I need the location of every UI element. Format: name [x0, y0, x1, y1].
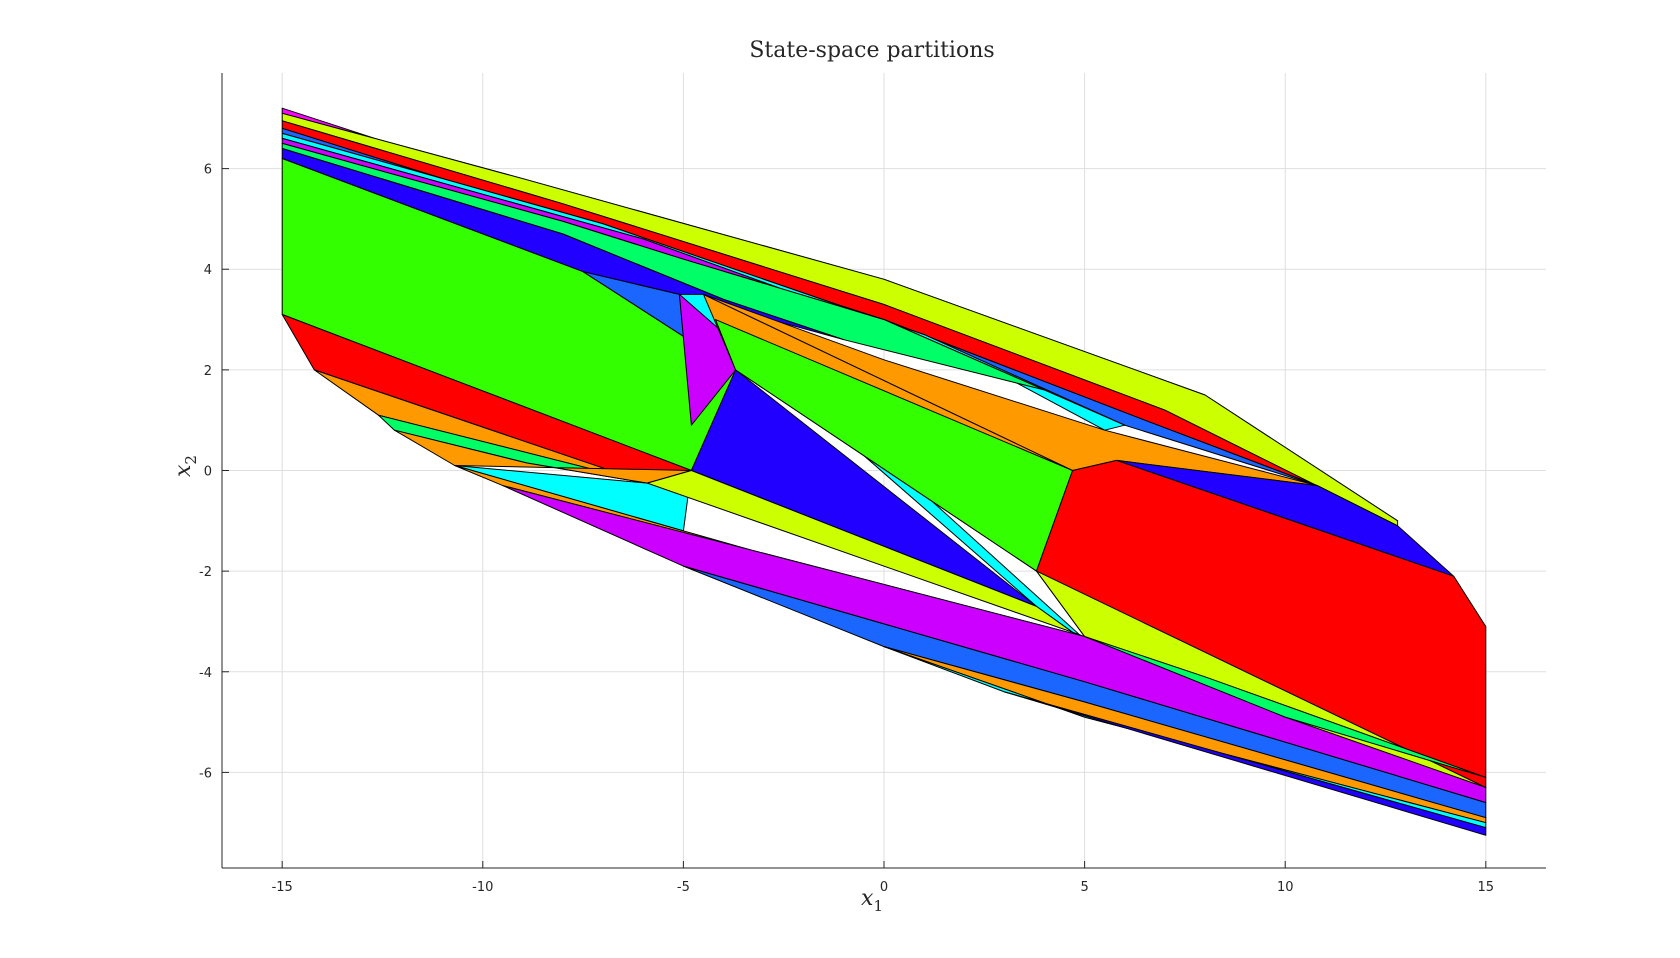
y-axis-label-subscript: 2 [182, 455, 200, 465]
y-tick-label: 2 [204, 364, 212, 379]
x-tick-label: -5 [677, 880, 690, 895]
y-tick-label: -6 [199, 766, 212, 781]
x-tick-label: 0 [880, 880, 888, 895]
partition-region-18 [1116, 459, 1455, 577]
x-tick-label: 5 [1080, 880, 1088, 895]
tick-labels: -15 -10 -5 0 5 10 15 -6 -4 -2 0 2 4 6 [199, 163, 1494, 895]
chart-title: State-space partitions [749, 38, 994, 63]
y-tick-label: -2 [199, 565, 212, 580]
partition-region-32 [1084, 636, 1487, 778]
y-axis-label: x2 [171, 455, 200, 477]
partition-regions [281, 107, 1487, 836]
y-tick-label: -4 [199, 666, 212, 681]
y-tick-label: 4 [204, 263, 212, 278]
partition-region-30 [1003, 691, 1487, 836]
x-tick-label: -10 [472, 880, 493, 895]
x-tick-label: 15 [1478, 880, 1495, 895]
y-tick-label: 6 [204, 163, 212, 178]
y-tick-label: 0 [204, 465, 212, 480]
x-tick-label: 10 [1277, 880, 1294, 895]
x-axis-label-base: x [861, 886, 874, 911]
x-tick-label: -15 [272, 880, 293, 895]
x-axis-label-subscript: 1 [873, 897, 883, 915]
partition-region-24 [646, 470, 1094, 648]
y-axis-label-base: x [171, 464, 196, 477]
axes [221, 73, 1546, 869]
x-axis-label: x1 [861, 886, 883, 915]
